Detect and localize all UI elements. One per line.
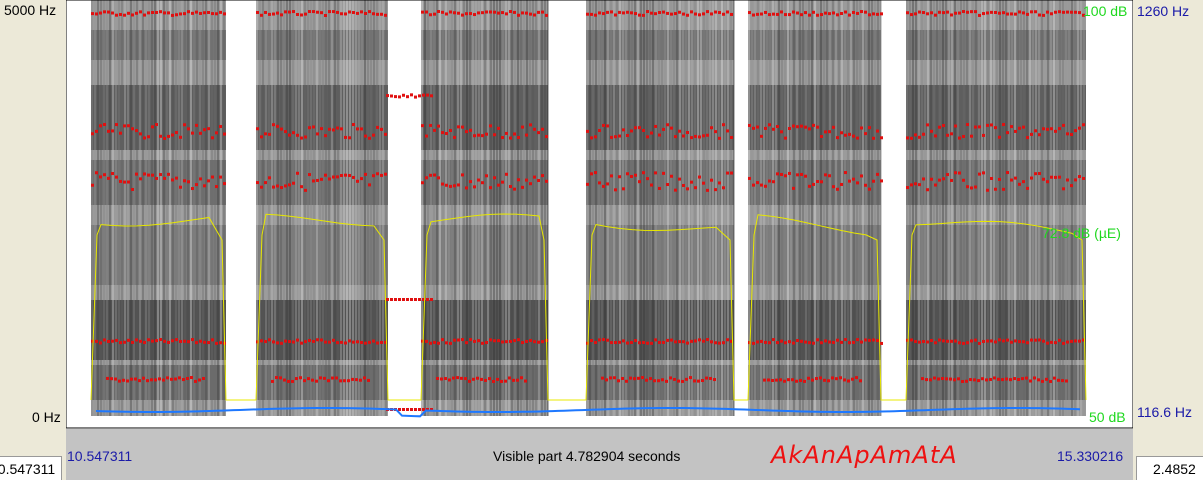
intensity-mid-label: 72.8 dB (µE)	[1042, 225, 1121, 241]
right-axis-panel	[1133, 0, 1203, 428]
spectrogram-striations	[91, 0, 1085, 416]
pitch-top-label: 1260 Hz	[1137, 3, 1190, 19]
pitch-curve	[95, 407, 1081, 418]
spectrogram-canvas[interactable]	[66, 0, 1133, 428]
intensity-top-label: 100 dB	[1083, 3, 1128, 19]
visible-part-label: Visible part 4.782904 seconds	[493, 448, 681, 464]
freq-bottom-label: 0 Hz	[32, 409, 61, 425]
formant-tracks	[91, 10, 1085, 411]
spectrogram-bands	[91, 0, 1086, 416]
start-time-label: 10.547311	[67, 448, 133, 464]
intensity-curve	[90, 213, 1087, 401]
end-time-label: 15.330216	[1057, 448, 1124, 464]
left-axis-panel	[0, 0, 66, 428]
visible-part-bar[interactable]: 10.547311 Visible part 4.782904 seconds …	[66, 428, 1133, 480]
freq-top-label: 5000 Hz	[4, 2, 57, 18]
intensity-bottom-label: 50 dB	[1089, 409, 1126, 425]
annotation-text: AkAnApAmAtA	[771, 441, 958, 469]
left-total-label: 10.547311	[0, 461, 56, 477]
pitch-bottom-label: 116.6 Hz	[1137, 404, 1192, 420]
right-total-label: 2.4852	[1153, 461, 1196, 477]
left-total-field[interactable]: 10.547311	[0, 456, 62, 480]
right-total-field[interactable]: 2.4852	[1136, 456, 1203, 480]
spectrogram-view[interactable]	[66, 0, 1133, 428]
